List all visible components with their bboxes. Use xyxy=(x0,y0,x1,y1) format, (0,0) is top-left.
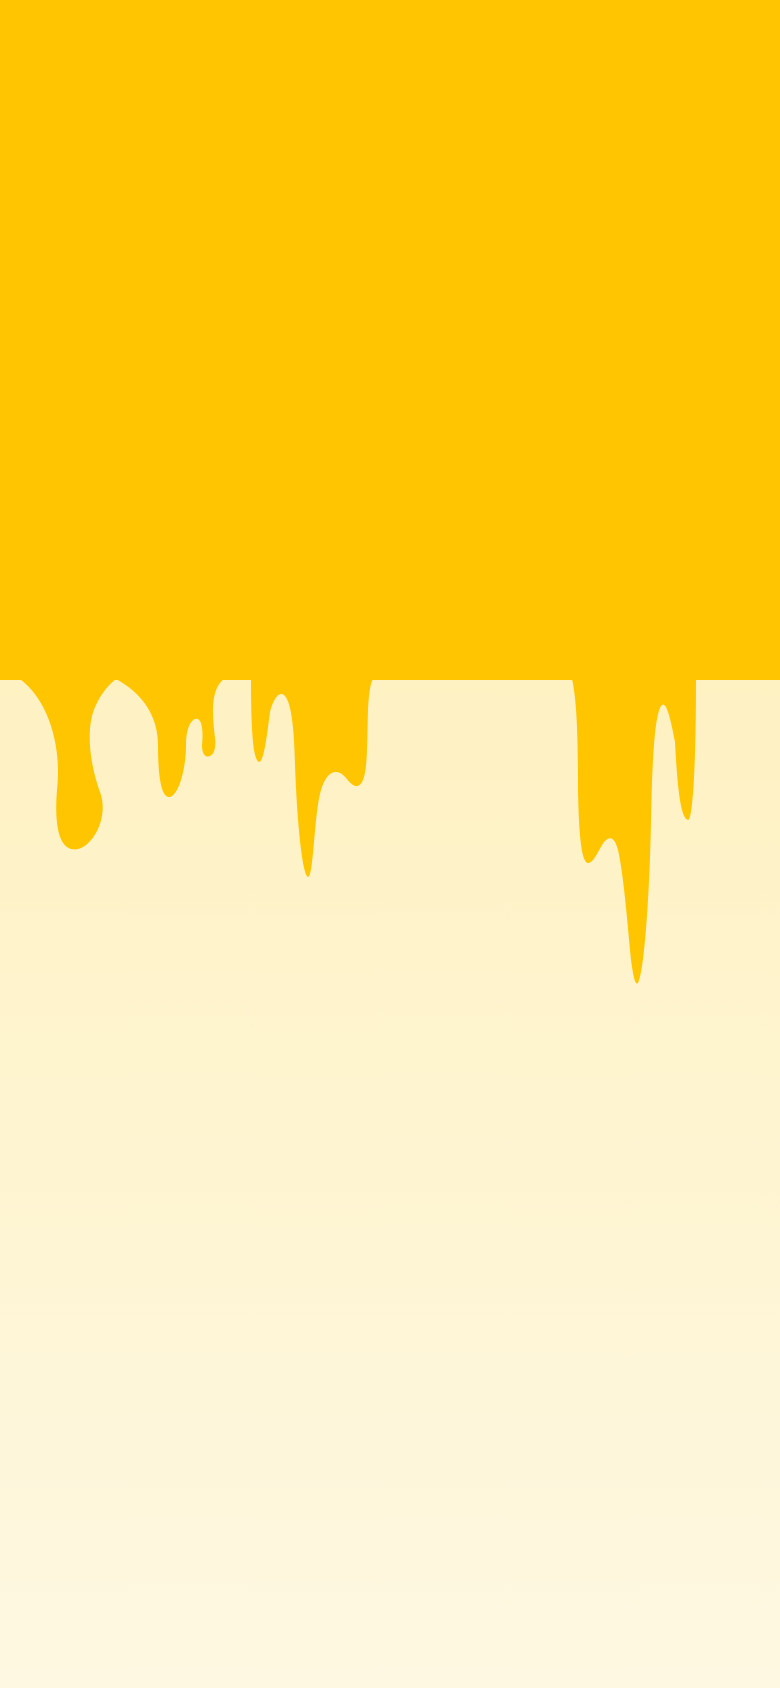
honey-drip xyxy=(20,679,116,850)
honey-drip xyxy=(116,679,224,797)
honey-drip xyxy=(251,679,373,877)
honey-top-panel xyxy=(0,0,780,680)
honey-drip xyxy=(572,679,696,984)
